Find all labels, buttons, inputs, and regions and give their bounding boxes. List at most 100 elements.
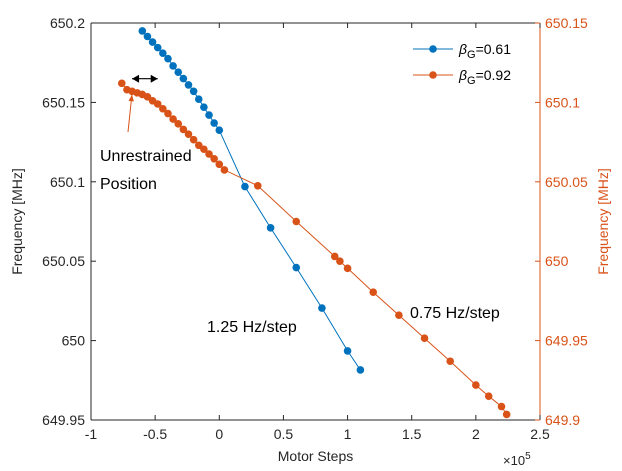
y-left-tick-label: 649.95 [42, 412, 85, 428]
series-1-point [200, 103, 208, 111]
y-right-tick-label: 649.9 [545, 412, 580, 428]
series-2-point [220, 166, 229, 174]
plot-background [91, 23, 540, 420]
y-right-axis-label: Frequency [MHz] [595, 168, 611, 275]
series-2-point [369, 288, 378, 296]
legend-value: =0.61 [476, 41, 512, 57]
series-1-point [164, 54, 172, 63]
series-1-point [356, 366, 365, 374]
series-1-point [266, 224, 275, 232]
legend-beta: β [458, 67, 467, 83]
legend-beta-subscript: G [467, 49, 476, 61]
legend-box [408, 35, 532, 87]
series-layer [117, 27, 511, 419]
series-1-point [210, 119, 218, 127]
plot-area [91, 23, 540, 420]
series-2-point [179, 125, 188, 134]
y-left-tick-label: 650.15 [42, 94, 85, 110]
x-tick-label: -0.5 [143, 426, 167, 442]
series-1-point [189, 87, 198, 96]
legend-value: =0.92 [476, 67, 512, 83]
series-2-point [395, 311, 403, 319]
x-tick-label: -1 [85, 426, 98, 442]
x-tick-label: 2.5 [530, 426, 550, 442]
legend-entry-1: βG=0.61 [458, 41, 511, 61]
annotation-unrestrained-line1: Unrestrained [100, 148, 192, 165]
series-1-point [179, 74, 188, 83]
series-2-point [184, 130, 193, 138]
series-1-point [292, 263, 301, 272]
series-2-point [200, 145, 208, 154]
y-right-tick-label: 650.15 [545, 15, 588, 31]
x-tick-label: 1.5 [402, 426, 422, 442]
range-arrow-head-left [132, 74, 140, 83]
series-2-point [215, 160, 224, 169]
series-1-point [143, 32, 152, 41]
series-2-point [117, 79, 126, 88]
x-tick-label: 2 [472, 426, 480, 442]
series-2-point [502, 410, 511, 419]
series-2-point [484, 392, 493, 400]
series-1-point [343, 347, 352, 355]
x-axis-multiplier: ×105 [503, 451, 531, 468]
series-2-point [253, 181, 262, 190]
series-2-point [497, 402, 506, 411]
x-tick-label: 1 [344, 426, 352, 442]
y-left-tick-label: 650 [62, 333, 86, 349]
series-2-point [169, 115, 177, 123]
series-2-point [210, 154, 218, 163]
series-2-point [472, 381, 480, 389]
annotation-slope-orange: 0.75 Hz/step [410, 305, 500, 322]
legend-marker-1 [429, 45, 437, 53]
annotation-unrestrained-line2: Position [100, 176, 157, 193]
series-1-point [153, 43, 162, 52]
y-left-tick-label: 650.2 [50, 15, 85, 31]
y-right-tick-label: 649.95 [545, 333, 588, 349]
series-1-point [174, 68, 183, 77]
series-1-point [194, 95, 203, 104]
series-2-point [189, 135, 198, 144]
series-1-point [215, 126, 224, 134]
series-2-point [336, 257, 344, 266]
unrestrained-pointer-head [128, 94, 134, 102]
y-right-tick-label: 650.1 [545, 94, 580, 110]
axes-layer: -1 -0.5 0 0.5 1 1.5 2 2.5649.95650650.05650.165… [9, 15, 611, 468]
series-2-point [174, 120, 183, 128]
series-2-point [159, 104, 167, 113]
y-left-tick-label: 650.1 [50, 174, 85, 190]
legend-beta-subscript: G [467, 75, 476, 87]
annotation-layer: Unrestrained Position 1.25 Hz/step 0.75 Hz/… [100, 74, 500, 336]
series-1-point [318, 304, 326, 312]
series-1-point [148, 38, 157, 46]
series-1-point [169, 62, 177, 70]
series-2-point [330, 252, 339, 261]
x-tick-label: 0.5 [274, 426, 294, 442]
series-1-point [205, 111, 213, 119]
x-tick-label: 0 [215, 426, 223, 442]
series-2-point [446, 357, 455, 366]
series-2-point [143, 93, 152, 101]
series-2-point [343, 264, 352, 273]
y-left-axis-label: Frequency [MHz] [9, 168, 25, 275]
legend-marker-2 [429, 71, 437, 79]
series-1-point [241, 182, 249, 191]
series-2-point [292, 217, 301, 226]
y-right-tick-label: 650 [545, 253, 569, 269]
series-1-point [159, 49, 167, 57]
y-left-tick-label: 650.05 [42, 253, 85, 269]
legend-beta: β [458, 41, 467, 57]
series-2-point [164, 109, 172, 118]
annotation-slope-blue: 1.25 Hz/step [207, 319, 297, 336]
series-2-point [420, 334, 429, 343]
series-2-point [194, 141, 203, 150]
x-axis-multiplier-exponent: 5 [525, 451, 531, 462]
series-2-point [153, 100, 162, 108]
x-axis-label: Motor Steps [278, 448, 353, 464]
series-1-point [184, 81, 193, 89]
range-arrow-head-right [150, 74, 158, 83]
y-right-tick-label: 650.05 [545, 174, 588, 190]
series-2-point [205, 150, 213, 158]
series-1-point [138, 27, 147, 35]
